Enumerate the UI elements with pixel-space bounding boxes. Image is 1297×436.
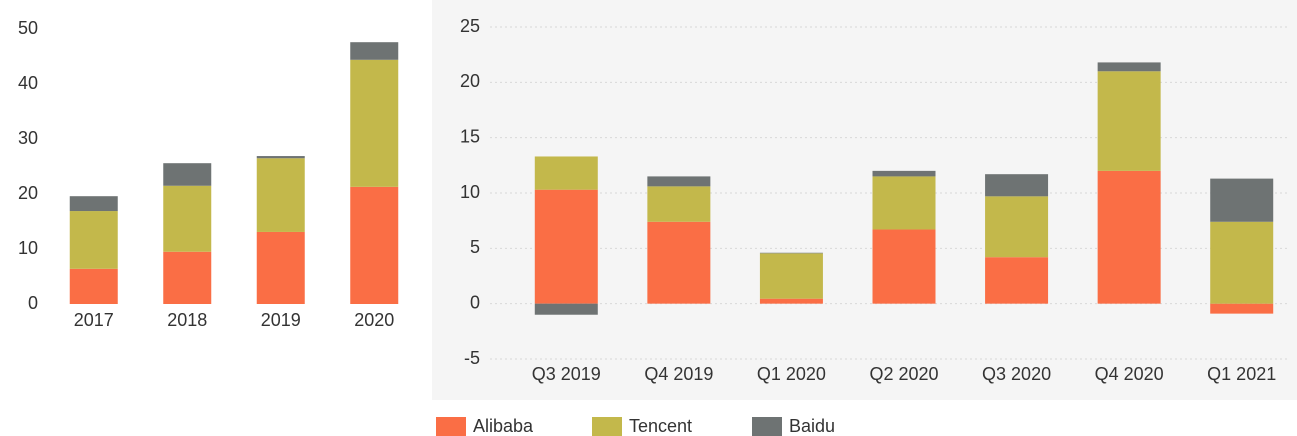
bar-segment — [69, 268, 118, 304]
bar-segment — [256, 231, 305, 304]
y-tick-label: 20 — [460, 71, 480, 91]
legend-swatch — [436, 417, 466, 436]
y-tick-label: 10 — [460, 182, 480, 202]
bar-segment — [69, 211, 118, 269]
bar-segment — [534, 303, 598, 315]
bar-segment — [1097, 62, 1161, 72]
y-tick-label: 25 — [460, 16, 480, 36]
bar-segment — [759, 253, 823, 299]
bar-segment — [534, 156, 598, 190]
bar-segment — [647, 176, 711, 187]
bar-segment — [350, 42, 399, 60]
x-tick-label: Q1 2021 — [1207, 364, 1276, 384]
legend-swatch — [592, 417, 622, 436]
bar-segment — [1097, 170, 1161, 304]
y-tick-label: 0 — [470, 292, 480, 312]
bar-segment — [1097, 71, 1161, 171]
x-tick-label: Q1 2020 — [757, 364, 826, 384]
bar-segment — [163, 163, 212, 186]
bar-segment — [69, 196, 118, 212]
x-tick-label: 2018 — [167, 310, 207, 330]
x-tick-label: Q4 2019 — [644, 364, 713, 384]
y-tick-label: 40 — [18, 73, 38, 93]
bar-segment — [985, 174, 1049, 197]
bar-segment — [985, 257, 1049, 304]
bar-segment — [256, 156, 305, 159]
bar-segment — [647, 221, 711, 304]
x-tick-label: 2020 — [354, 310, 394, 330]
bar-segment — [256, 158, 305, 232]
bar-segment — [985, 196, 1049, 258]
y-tick-label: 15 — [460, 126, 480, 146]
legend-swatch — [752, 417, 782, 436]
y-tick-label: 20 — [18, 183, 38, 203]
y-tick-label: -5 — [464, 348, 480, 368]
bar-segment — [647, 186, 711, 222]
bar-segment — [350, 186, 399, 304]
bar-segment — [163, 251, 212, 304]
bar-segment — [872, 176, 936, 230]
bar-segment — [1210, 221, 1274, 304]
x-tick-label: 2019 — [261, 310, 301, 330]
legend-label: Alibaba — [473, 416, 534, 436]
bar-segment — [534, 189, 598, 304]
x-tick-label: 2017 — [74, 310, 114, 330]
y-tick-label: 50 — [18, 18, 38, 38]
y-tick-label: 5 — [470, 237, 480, 257]
bar-segment — [1210, 303, 1274, 314]
bar-segment — [163, 185, 212, 252]
bar-segment — [759, 298, 823, 304]
bar-segment — [759, 252, 823, 254]
legend-label: Tencent — [629, 416, 692, 436]
bar-segment — [1210, 178, 1274, 222]
y-tick-label: 30 — [18, 128, 38, 148]
x-tick-label: Q4 2020 — [1095, 364, 1164, 384]
bar-segment — [872, 229, 936, 304]
y-tick-label: 10 — [18, 238, 38, 258]
y-tick-label: 0 — [28, 293, 38, 313]
x-tick-label: Q2 2020 — [869, 364, 938, 384]
legend-label: Baidu — [789, 416, 835, 436]
x-tick-label: Q3 2020 — [982, 364, 1051, 384]
bar-segment — [350, 59, 399, 187]
bar-segment — [872, 170, 936, 177]
x-tick-label: Q3 2019 — [532, 364, 601, 384]
